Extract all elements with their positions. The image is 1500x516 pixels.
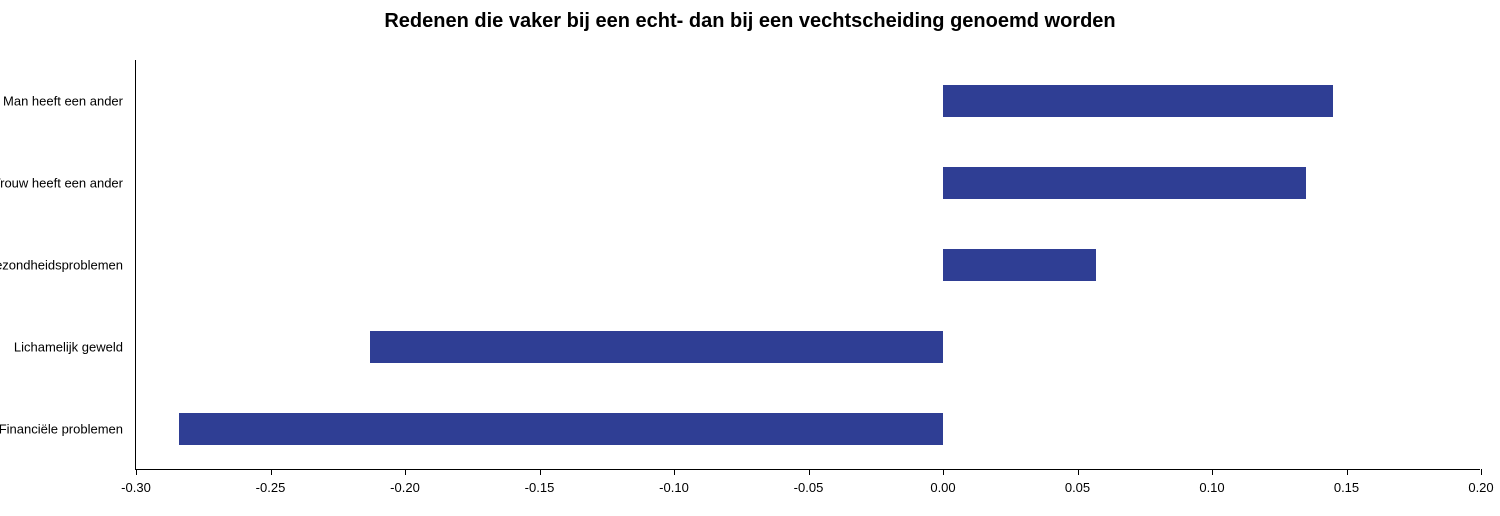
x-tick-label: -0.20 xyxy=(390,480,420,495)
x-tick-label: 0.05 xyxy=(1065,480,1090,495)
x-tick-label: 0.00 xyxy=(930,480,955,495)
x-tick xyxy=(1347,469,1348,475)
x-tick-label: -0.25 xyxy=(256,480,286,495)
x-tick-label: -0.10 xyxy=(659,480,689,495)
x-tick-label: -0.15 xyxy=(525,480,555,495)
x-tick-label: -0.05 xyxy=(794,480,824,495)
bar xyxy=(943,167,1306,198)
bar xyxy=(370,331,943,362)
bar xyxy=(943,85,1333,116)
x-tick xyxy=(1078,469,1079,475)
x-tick xyxy=(271,469,272,475)
x-tick-label: 0.15 xyxy=(1334,480,1359,495)
x-tick xyxy=(1212,469,1213,475)
x-tick xyxy=(405,469,406,475)
x-tick xyxy=(943,469,944,475)
plot-area: -0.30-0.25-0.20-0.15-0.10-0.050.000.050.… xyxy=(135,60,1480,470)
y-tick-label: Lichamelijk geweld xyxy=(14,340,123,355)
y-tick-label: Man heeft een ander xyxy=(3,94,123,109)
x-tick-label: 0.10 xyxy=(1199,480,1224,495)
x-tick xyxy=(809,469,810,475)
x-tick xyxy=(540,469,541,475)
x-tick xyxy=(1481,469,1482,475)
x-tick-label: 0.20 xyxy=(1468,480,1493,495)
y-tick-label: Gezondheidsproblemen xyxy=(0,258,123,273)
x-tick-label: -0.30 xyxy=(121,480,151,495)
y-tick-label: Financiële problemen xyxy=(0,422,123,437)
bar xyxy=(943,249,1096,280)
chart-container: Redenen die vaker bij een echt- dan bij … xyxy=(0,0,1500,516)
chart-title: Redenen die vaker bij een echt- dan bij … xyxy=(0,10,1500,33)
y-tick-label: Vrouw heeft een ander xyxy=(0,176,123,191)
bar xyxy=(179,413,943,444)
x-tick xyxy=(136,469,137,475)
x-tick xyxy=(674,469,675,475)
